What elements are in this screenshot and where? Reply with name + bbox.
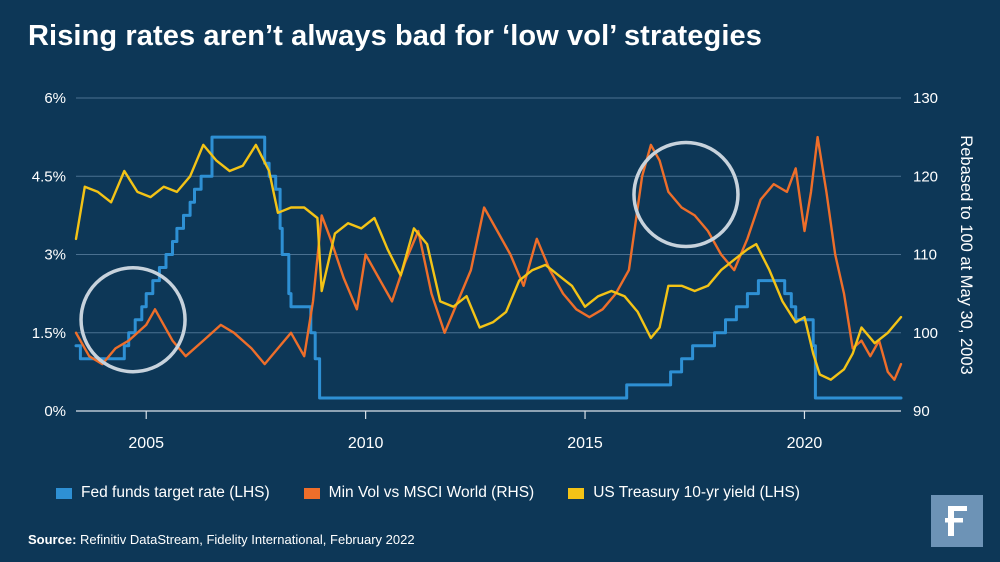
fidelity-f-icon — [945, 506, 967, 536]
series-line-min-vol — [74, 135, 903, 381]
legend-label-minvol: Min Vol vs MSCI World (RHS) — [328, 484, 535, 501]
x-tick-label: 2010 — [348, 435, 384, 452]
legend-item-treasury: US Treasury 10-yr yield (LHS) — [568, 484, 800, 502]
series-line-fed-funds — [74, 135, 903, 400]
right-tick-label: 90 — [913, 403, 930, 420]
x-tick-label: 2015 — [567, 435, 603, 452]
circle-2004 — [79, 265, 187, 374]
legend-swatch-treasury — [568, 487, 585, 499]
source-label: Source: — [28, 532, 77, 547]
annotation-circles — [79, 140, 740, 374]
legend-item-fed: Fed funds target rate (LHS) — [56, 484, 270, 502]
legend: Fed funds target rate (LHS) Min Vol vs M… — [56, 484, 800, 502]
left-tick-label: 3% — [44, 247, 66, 264]
right-tick-label: 110 — [913, 247, 937, 264]
x-axis-ticks: 2005 2010 2015 2020 — [128, 435, 822, 452]
legend-label-fed: Fed funds target rate (LHS) — [81, 484, 270, 501]
source-note: Source: Refinitiv DataStream, Fidelity I… — [28, 532, 415, 547]
left-tick-label: 6% — [44, 90, 66, 107]
x-tick-label: 2020 — [787, 435, 823, 452]
left-axis-ticks: 0% 1.5% 3% 4.5% 6% — [32, 90, 66, 420]
right-axis-label: Rebased to 100 at May 30, 2003 — [957, 135, 975, 374]
source-text: Refinitiv DataStream, Fidelity Internati… — [80, 532, 415, 547]
legend-swatch-minvol — [303, 487, 320, 499]
legend-label-treasury: US Treasury 10-yr yield (LHS) — [593, 484, 800, 501]
x-axis — [76, 410, 901, 419]
series-line-treasury-yield — [74, 143, 903, 381]
x-tick-label: 2005 — [128, 435, 164, 452]
left-tick-label: 4.5% — [32, 168, 66, 185]
chart-title: Rising rates aren’t always bad for ‘low … — [28, 20, 762, 52]
legend-item-minvol: Min Vol vs MSCI World (RHS) — [303, 484, 535, 502]
fidelity-logo — [931, 495, 983, 547]
legend-swatch-fed — [56, 487, 72, 499]
right-tick-label: 120 — [913, 168, 938, 185]
circle-2017 — [632, 140, 740, 249]
left-tick-label: 0% — [44, 403, 66, 420]
right-tick-label: 100 — [913, 325, 938, 342]
right-axis-ticks: 90 100 110 120 130 — [913, 90, 938, 420]
series-lines — [74, 135, 903, 400]
right-tick-label: 130 — [913, 90, 938, 107]
left-tick-label: 1.5% — [32, 325, 66, 342]
